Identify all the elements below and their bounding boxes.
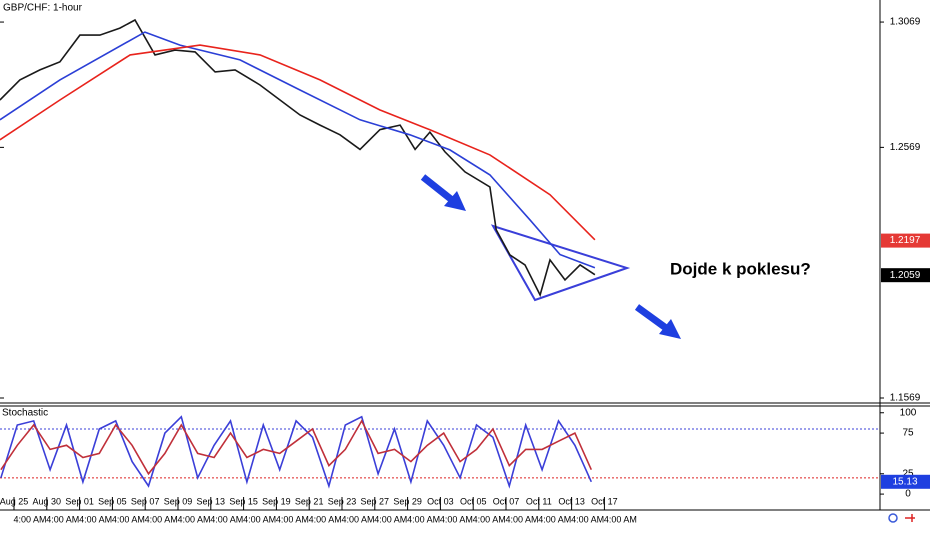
x-tick-label: Sep 09 bbox=[164, 496, 193, 506]
series-line bbox=[0, 419, 593, 476]
time-label: 4:00 AM bbox=[46, 514, 79, 524]
x-tick-label: Sep 29 bbox=[393, 496, 422, 506]
x-tick-label: Oct 13 bbox=[558, 496, 585, 506]
y-tick-label: 100 bbox=[900, 407, 917, 418]
chart-title: GBP/CHF: 1-hour bbox=[3, 3, 83, 14]
value-label-box bbox=[881, 474, 930, 489]
value-label: 15.13 bbox=[892, 476, 917, 487]
time-label: 4:00 AM bbox=[604, 514, 637, 524]
time-label: 4:00 AM bbox=[79, 514, 112, 524]
x-tick-label: Sep 21 bbox=[295, 496, 324, 506]
time-label: 4:00 AM bbox=[341, 514, 374, 524]
time-label: 4:00 AM bbox=[407, 514, 440, 524]
time-label: 4:00 AM bbox=[473, 514, 506, 524]
time-label: 4:00 AM bbox=[13, 514, 46, 524]
arrow bbox=[420, 174, 466, 211]
x-tick-label: Sep 23 bbox=[328, 496, 357, 506]
time-label: 4:00 AM bbox=[374, 514, 407, 524]
price-label: 1.2197 bbox=[890, 235, 921, 246]
x-tick-label: Oct 11 bbox=[526, 496, 552, 506]
y-tick-label: 75 bbox=[902, 428, 914, 439]
x-tick-label: Oct 17 bbox=[591, 496, 618, 506]
time-label: 4:00 AM bbox=[309, 514, 342, 524]
time-label: 4:00 AM bbox=[145, 514, 178, 524]
x-tick-label: Sep 19 bbox=[262, 496, 291, 506]
y-tick-label: 1.2569 bbox=[890, 142, 921, 153]
series-line bbox=[0, 31, 596, 269]
x-tick-label: Sep 27 bbox=[361, 496, 390, 506]
x-tick-label: Sep 15 bbox=[229, 496, 258, 506]
time-label: 4:00 AM bbox=[505, 514, 538, 524]
time-label: 4:00 AM bbox=[112, 514, 145, 524]
x-tick-label: Sep 13 bbox=[197, 496, 226, 506]
x-tick-label: Sep 05 bbox=[98, 496, 127, 506]
y-tick-label: 1.1569 bbox=[890, 393, 921, 404]
time-label: 4:00 AM bbox=[210, 514, 243, 524]
y-tick-label: 1.3069 bbox=[890, 17, 921, 28]
arrow bbox=[634, 304, 681, 339]
toolbar-icons bbox=[888, 513, 915, 523]
x-tick-label: Oct 05 bbox=[460, 496, 487, 506]
series-line bbox=[0, 415, 593, 489]
x-tick-label: Aug 30 bbox=[33, 496, 62, 506]
x-tick-label: Oct 03 bbox=[427, 496, 454, 506]
y-tick-label: 0 bbox=[905, 489, 911, 500]
price-label-box bbox=[881, 268, 930, 283]
panel-title: Stochastic bbox=[2, 408, 48, 419]
triangle-pattern bbox=[490, 224, 631, 302]
time-label: 4:00 AM bbox=[538, 514, 571, 524]
x-tick-label: Aug 25 bbox=[0, 496, 28, 506]
time-label: 4:00 AM bbox=[243, 514, 276, 524]
series-line bbox=[0, 44, 596, 241]
price-label-box bbox=[881, 233, 930, 248]
x-tick-label: Sep 01 bbox=[65, 496, 94, 506]
time-label: 4:00 AM bbox=[177, 514, 210, 524]
price-label: 1.2059 bbox=[890, 270, 921, 281]
x-tick-label: Oct 07 bbox=[493, 496, 520, 506]
y-tick-label: 25 bbox=[902, 468, 914, 479]
time-label: 4:00 AM bbox=[276, 514, 309, 524]
series-line bbox=[0, 18, 596, 298]
annotation: Dojde k poklesu? bbox=[670, 259, 811, 278]
time-label: 4:00 AM bbox=[571, 514, 604, 524]
x-tick-label: Sep 07 bbox=[131, 496, 160, 506]
time-label: 4:00 AM bbox=[440, 514, 473, 524]
